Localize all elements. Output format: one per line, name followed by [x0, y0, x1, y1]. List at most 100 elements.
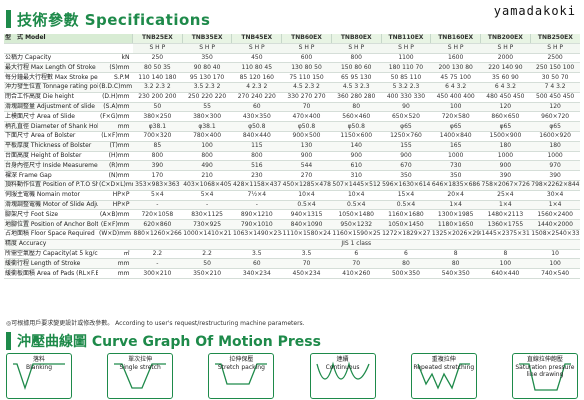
curve-label-cn: 單次拉伸 [128, 356, 153, 363]
row-value: 7 4 3.2 [530, 82, 580, 93]
model-label: 型 式 Model [4, 34, 98, 44]
row-value: 0.5×4 [381, 200, 431, 211]
curve-panel-saturation-pressure-line-drawing: 直線拉伸飽壓 Saturation pressure line drawing [511, 353, 578, 399]
shp-label [4, 43, 98, 54]
row-value: φ65 [480, 121, 531, 132]
row-value: 50 85 110 [381, 72, 431, 83]
row-value: 5 3.2 2.3 [381, 82, 431, 93]
row-value: 1300×1985 [430, 209, 481, 221]
row-value: 350 [182, 53, 232, 64]
row-value: 2500 [530, 53, 580, 64]
row-value: 1600×920 [530, 131, 580, 142]
curve-panel-continuous: 連續 Continuous [309, 353, 376, 399]
curve-line [417, 363, 470, 390]
row-label: 最大行程 Max Length Of Stroke [4, 62, 98, 74]
curve-label-en: Blanking [25, 364, 52, 371]
row-label: 所需空氣壓力 Capacity(at 5 kg/cm²) [4, 249, 98, 260]
row-value: 840×1090 [281, 219, 332, 230]
row-unit: (A×B)mm [98, 209, 133, 221]
row-value: 400 330 330 [381, 92, 431, 103]
row-value: 6 [331, 249, 382, 260]
row-value: 230 [231, 170, 282, 181]
row-value: 620×860 [132, 219, 183, 230]
row-value: 960×720 [530, 111, 580, 123]
curve-label-en: Repeated stretching [413, 364, 475, 371]
row-value: 950×1232 [331, 219, 382, 230]
row-value: 500×350 [381, 268, 431, 279]
row-value: 165 [430, 141, 481, 152]
row-value: 4.5 3 2.3 [331, 82, 382, 93]
row-value: 200 130 80 [430, 62, 481, 74]
row-value: 60 [231, 258, 282, 270]
row-value: 55 [182, 102, 232, 113]
row-value: 1110×1580×2460 [281, 229, 332, 240]
row-value: 90 80 40 [182, 62, 232, 74]
row-value: 310 [331, 170, 382, 181]
row-value: 450 [231, 53, 282, 64]
row-unit: (D.H)mm [98, 92, 133, 103]
row-value: 1063×1490×2340 [231, 229, 282, 240]
curve-line [13, 363, 65, 391]
row-value: 490 [182, 160, 232, 172]
row-value: 880×1260×2660 [132, 229, 183, 240]
row-unit: mm [98, 258, 133, 270]
row-value: 1480×2113 [480, 209, 531, 221]
table-row: 公稱力 Capacity kN 250 350 450 600 800 1100 1600 200… [4, 53, 580, 64]
row-value: 610 [331, 160, 382, 172]
curve-line [315, 361, 370, 380]
curve-line [215, 363, 268, 385]
row-value: 110 80 45 [231, 62, 282, 74]
curve-line [518, 363, 571, 391]
row-value: 390 [132, 160, 183, 172]
row-label: 精度 Accuracy [4, 239, 98, 250]
row-value: 730 [430, 160, 481, 172]
row-value: 353×983×363 [132, 180, 183, 191]
row-value: 450 400 400 [430, 92, 481, 103]
row-value: - [182, 200, 232, 211]
row-unit: (S)mm [98, 62, 133, 74]
row-value: 210 [182, 170, 232, 181]
row-value: 2000 [480, 53, 531, 64]
row-value: 1440×2000 [530, 219, 580, 230]
table-row: 台身內徑尺寸 Inside Measurement of Frame(R)mm3… [4, 160, 580, 172]
row-value: 110 140 180 [132, 72, 183, 83]
row-value: 650×520 [381, 111, 431, 123]
row-value: 600 [281, 53, 332, 64]
table-row: 上模面尺寸 Area of Slide (F×G)mm 380×250 380×300… [4, 111, 580, 123]
row-value: 90 [381, 102, 431, 113]
row-label: 緩衝板面積 Area of Pads (RL×F.B) [4, 268, 98, 279]
row-value: 1508×2540×3335 [530, 229, 580, 240]
curve-label-en: Saturation pressure line drawing [515, 364, 575, 378]
model-name: TNB60EX [281, 34, 332, 44]
curve-panel-single-stretch: 單次拉伸 Single stretch [107, 353, 174, 399]
row-value: 900×500 [281, 131, 332, 142]
row-value: φ50.8 [231, 121, 282, 132]
row-value: 0.5×4 [331, 200, 382, 211]
row-value: 180 [530, 141, 580, 152]
row-value: 428×1158×437 [231, 180, 282, 191]
row-value: 670 [381, 160, 431, 172]
row-value: 646×1835×686 [430, 180, 481, 191]
row-unit: S.P.M [98, 72, 133, 83]
table-row: 所需空氣壓力 Capacity(at 5 kg/cm²) ㎡ 2.2 2.2 3.5 3.… [4, 249, 580, 260]
row-value: 70 [281, 258, 332, 270]
row-unit: ㎡ [98, 249, 133, 260]
shp-cell: S H P [231, 43, 282, 54]
row-value: 560×460 [331, 111, 382, 123]
row-value: 250 220 220 [182, 92, 232, 103]
row-value: 230 200 200 [132, 92, 183, 103]
table-row: 閉合工作高度 Die height (D.H)mm 230 200 200 250 2… [4, 92, 580, 103]
row-unit [98, 239, 133, 250]
row-value: φ65 [381, 121, 431, 132]
row-value: 75 110 150 [281, 72, 332, 83]
curve-line [114, 363, 167, 389]
row-value: 500 450 450 [530, 92, 580, 103]
row-value: 450×1285×478 [281, 180, 332, 191]
row-unit: (F×G)mm [98, 111, 133, 123]
row-value: 10 [530, 249, 580, 260]
table-row: 柄孔直徑 Diameter of Shank Hole mm φ38.1 φ38.1 φ… [4, 121, 580, 132]
table-row: 腳架尺寸 Foot Size (A×B)mm 720×1058 830×1125 890… [4, 209, 580, 221]
footnote: ◎可根據用戶要求變更設計或修改參數。 According to user's r… [6, 320, 305, 327]
row-value: 544 [281, 160, 332, 172]
row-value: 25×4 [480, 190, 531, 201]
